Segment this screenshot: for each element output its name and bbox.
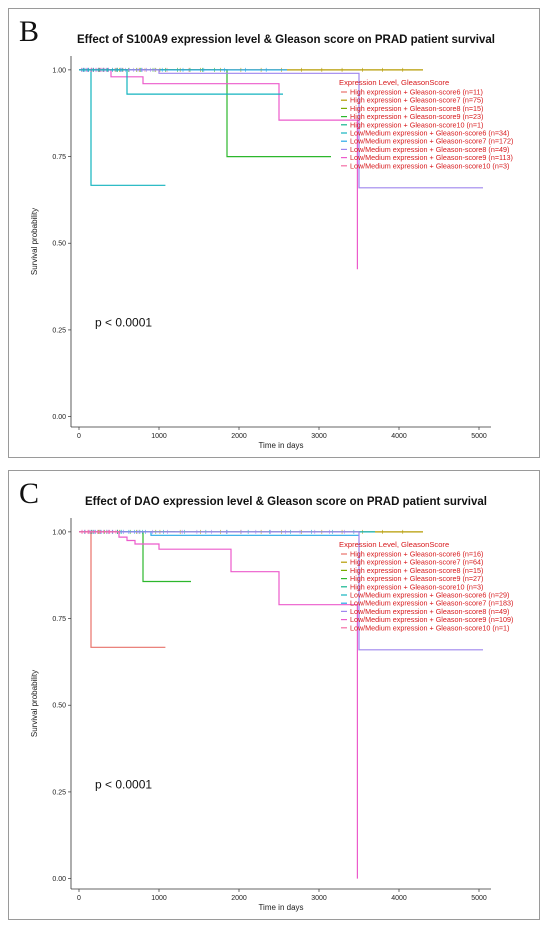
- x-tick-label: 5000: [471, 433, 487, 440]
- legend-entry: High expression + Gleason-score8 (n=15): [350, 566, 483, 575]
- legend-entry: High expression + Gleason-score6 (n=16): [350, 550, 483, 559]
- x-tick-label: 1000: [151, 895, 167, 902]
- survival-curve-1: [79, 531, 166, 648]
- legend-entry: Low/Medium expression + Gleason-score8 (…: [350, 145, 509, 154]
- legend-entry: Low/Medium expression + Gleason-score6 (…: [350, 591, 509, 600]
- x-tick-label: 3000: [311, 433, 327, 440]
- survival-curve-8: [79, 69, 483, 189]
- x-tick-label: 4000: [391, 433, 407, 440]
- x-axis-label: Time in days: [258, 441, 303, 450]
- y-axis-label: Survival probability: [30, 670, 39, 737]
- panel-b: B Effect of S100A9 expression level & Gl…: [8, 8, 540, 458]
- legend-entry: Low/Medium expression + Gleason-score7 (…: [350, 137, 513, 146]
- legend-entry: Low/Medium expression + Gleason-score10 …: [350, 623, 509, 632]
- x-tick-label: 2000: [231, 433, 247, 440]
- survival-curve-4: [79, 531, 191, 583]
- y-tick-label: 0.75: [52, 154, 66, 161]
- panel-c: C Effect of DAO expression level & Gleas…: [8, 470, 540, 920]
- panel-letter: B: [19, 15, 40, 48]
- y-tick-label: 0.25: [52, 327, 66, 334]
- legend-entry: High expression + Gleason-score6 (n=11): [350, 88, 483, 97]
- legend-entry: Low/Medium expression + Gleason-score9 (…: [350, 153, 513, 162]
- x-tick-label: 3000: [311, 895, 327, 902]
- x-tick-label: 5000: [471, 895, 487, 902]
- y-tick-label: 0.00: [52, 876, 66, 883]
- y-tick-label: 1.00: [52, 67, 66, 74]
- legend-entry: Low/Medium expression + Gleason-score9 (…: [350, 615, 513, 624]
- legend-entry: Low/Medium expression + Gleason-score10 …: [350, 161, 509, 170]
- legend-entry: Low/Medium expression + Gleason-score8 (…: [350, 607, 509, 616]
- y-tick-label: 1.00: [52, 529, 66, 536]
- y-tick-label: 0.50: [52, 241, 66, 248]
- y-axis-label: Survival probability: [30, 208, 39, 275]
- chart-title: Effect of DAO expression level & Gleason…: [85, 496, 487, 508]
- p-value-annotation: p < 0.0001: [95, 777, 152, 791]
- x-tick-label: 1000: [151, 433, 167, 440]
- survival-curve-4: [79, 69, 331, 158]
- p-value-annotation: p < 0.0001: [95, 315, 152, 329]
- x-tick-label: 0: [77, 895, 81, 902]
- legend-entry: Low/Medium expression + Gleason-score7 (…: [350, 599, 513, 608]
- survival-chart-dao: Effect of DAO expression level & Gleason…: [30, 496, 513, 912]
- legend-entry: Low/Medium expression + Gleason-score6 (…: [350, 129, 509, 138]
- legend-entry: High expression + Gleason-score10 (n=1): [350, 120, 483, 129]
- survival-curve-6: [79, 69, 166, 186]
- x-tick-label: 2000: [231, 895, 247, 902]
- legend-entry: High expression + Gleason-score7 (n=75): [350, 96, 483, 105]
- y-tick-label: 0.50: [52, 703, 66, 710]
- y-tick-label: 0.00: [52, 414, 66, 421]
- legend-entry: High expression + Gleason-score7 (n=64): [350, 558, 483, 567]
- chart-title: Effect of S100A9 expression level & Glea…: [77, 34, 495, 46]
- x-tick-label: 0: [77, 433, 81, 440]
- legend-title: Expression Level, GleasonScore: [339, 78, 449, 87]
- legend-entry: High expression + Gleason-score8 (n=15): [350, 104, 483, 113]
- survival-chart-s100a9: Effect of S100A9 expression level & Glea…: [30, 34, 513, 450]
- panel-letter: C: [19, 477, 40, 510]
- legend-entry: High expression + Gleason-score9 (n=27): [350, 574, 483, 583]
- survival-curve-8: [79, 531, 483, 651]
- legend-title: Expression Level, GleasonScore: [339, 540, 449, 549]
- legend-entry: High expression + Gleason-score10 (n=3): [350, 582, 483, 591]
- x-axis-label: Time in days: [258, 903, 303, 912]
- survival-curve-9: [79, 69, 358, 270]
- legend-entry: High expression + Gleason-score9 (n=23): [350, 112, 483, 121]
- y-tick-label: 0.25: [52, 789, 66, 796]
- survival-curve-9: [79, 531, 358, 879]
- y-tick-label: 0.75: [52, 616, 66, 623]
- x-tick-label: 4000: [391, 895, 407, 902]
